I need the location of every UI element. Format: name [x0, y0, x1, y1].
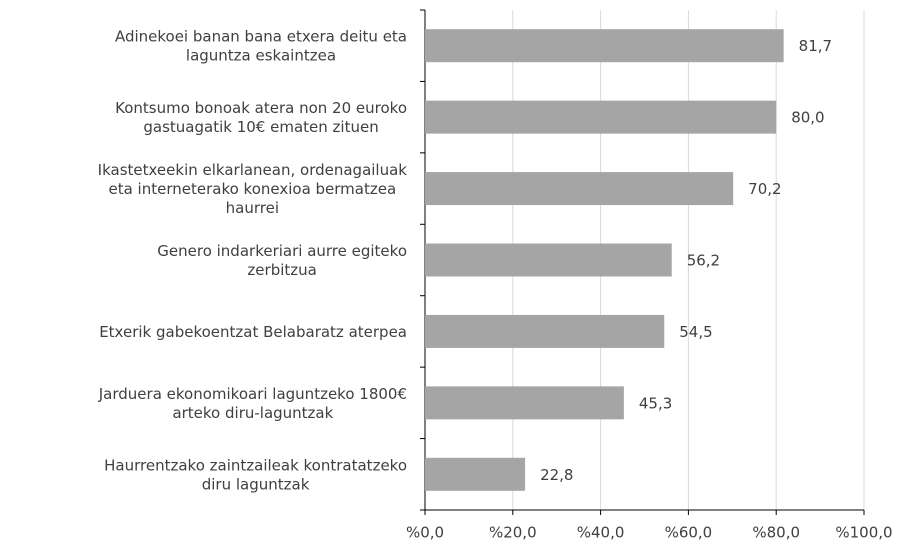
value-label: 22,8	[540, 466, 573, 484]
category-label: Jarduera ekonomikoari laguntzeko 1800€	[98, 385, 407, 403]
bar	[425, 457, 526, 491]
value-label: 70,2	[748, 180, 781, 198]
bar	[425, 386, 624, 420]
value-label: 80,0	[791, 109, 824, 127]
bar	[425, 314, 665, 348]
x-tick-label: %60,0	[665, 524, 713, 542]
bar	[425, 172, 734, 206]
category-label: arteko diru-laguntzak	[172, 404, 333, 422]
value-label: 56,2	[687, 252, 720, 270]
x-tick-label: %100,0	[835, 524, 892, 542]
category-label: Etxerik gabekoentzat Belabaratz aterpea	[99, 323, 407, 341]
category-label: zerbitzua	[247, 261, 316, 279]
category-label: diru laguntzak	[202, 475, 310, 493]
x-tick-label: %0,0	[406, 524, 444, 542]
category-label: laguntza eskaintzea	[186, 47, 336, 65]
bar	[425, 100, 777, 134]
x-tick-label: %40,0	[577, 524, 625, 542]
bar	[425, 243, 672, 277]
x-tick-label: %20,0	[489, 524, 537, 542]
category-label: gastuagatik 10€ ematen zituen	[143, 118, 378, 136]
category-label: eta interneterako konexioa bermatzea	[108, 180, 396, 198]
category-label: Haurrentzako zaintzaileak kontratatzeko	[104, 456, 407, 474]
value-label: 45,3	[639, 394, 672, 412]
category-label: Adinekoei banan bana etxera deitu eta	[115, 28, 407, 46]
value-label: 54,5	[679, 323, 712, 341]
bar	[425, 29, 784, 63]
category-label: Kontsumo bonoak atera non 20 euroko	[115, 99, 407, 117]
category-label: Ikastetxeekin elkarlanean, ordenagailuak	[98, 161, 408, 179]
category-label: haurrei	[226, 199, 279, 217]
x-tick-label: %80,0	[752, 524, 800, 542]
category-label: Genero indarkeriari aurre egiteko	[157, 242, 407, 260]
value-label: 81,7	[799, 37, 832, 55]
